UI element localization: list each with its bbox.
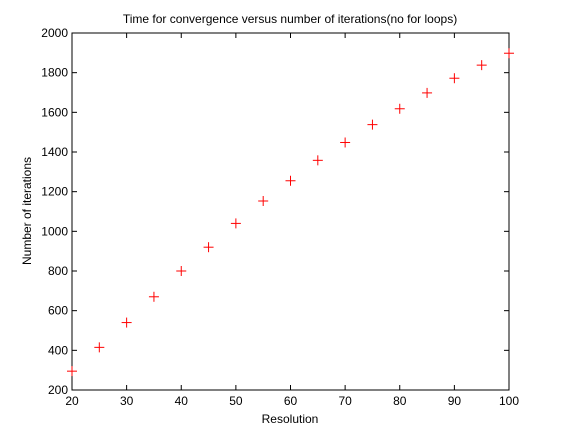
x-tick-label: 50 <box>229 394 243 408</box>
x-axis-label: Resolution <box>262 412 319 426</box>
y-tick-label: 1400 <box>41 145 68 159</box>
y-tick-label: 1800 <box>41 66 68 80</box>
plot-area <box>72 33 509 390</box>
x-tick-label: 90 <box>448 394 462 408</box>
x-tick-label: 80 <box>393 394 407 408</box>
x-tick-label: 30 <box>120 394 134 408</box>
y-tick-label: 600 <box>48 304 68 318</box>
x-tick-label: 100 <box>499 394 519 408</box>
x-tick-label: 60 <box>284 394 298 408</box>
x-tick-label: 40 <box>175 394 189 408</box>
chart-title: Time for convergence versus number of it… <box>123 12 457 26</box>
y-tick-label: 1200 <box>41 185 68 199</box>
x-tick-label: 70 <box>338 394 352 408</box>
y-tick-label: 400 <box>48 343 68 357</box>
y-tick-label: 200 <box>48 383 68 397</box>
y-tick-label: 2000 <box>41 26 68 40</box>
y-axis-label: Number of iterations <box>20 157 34 265</box>
y-tick-label: 1000 <box>41 224 68 238</box>
y-tick-label: 1600 <box>41 105 68 119</box>
y-tick-label: 800 <box>48 264 68 278</box>
